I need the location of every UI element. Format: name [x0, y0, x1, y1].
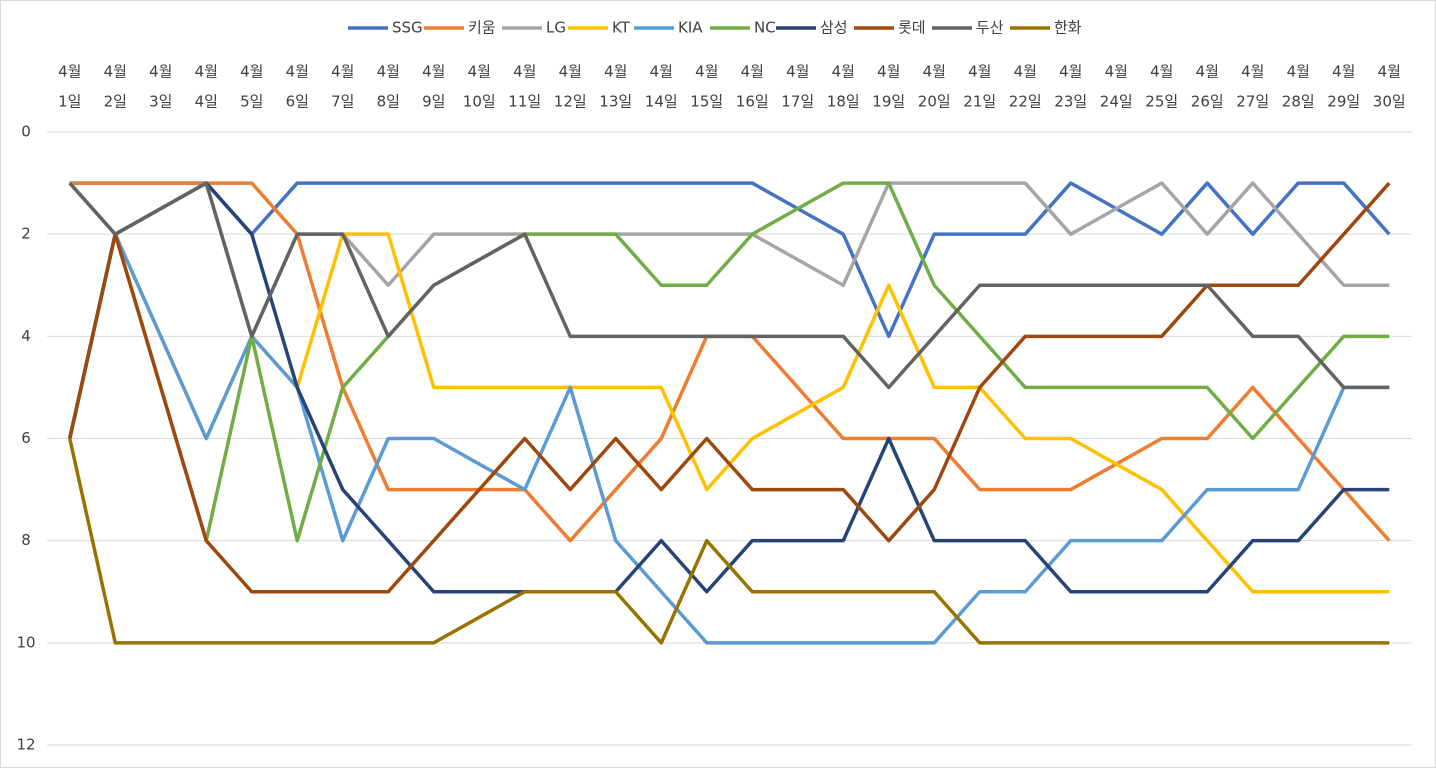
x-tick-label: 22일	[1009, 93, 1042, 111]
x-tick-label: 4월	[1150, 63, 1173, 81]
y-tick-label: 4	[21, 327, 31, 345]
x-tick-label: 4월	[331, 63, 354, 81]
x-tick-label: 4월	[104, 63, 127, 81]
x-tick-label: 23일	[1054, 93, 1087, 111]
series-line	[68, 181, 1391, 594]
x-tick-label: 1일	[58, 93, 81, 111]
x-tick-label: 21일	[963, 93, 996, 111]
series-line	[68, 232, 1390, 645]
y-tick-label: 10	[16, 633, 35, 651]
x-tick-label: 4월	[968, 63, 991, 81]
x-tick-label: 4월	[1332, 63, 1355, 81]
y-tick-label: 6	[21, 429, 31, 447]
legend-label: KT	[612, 19, 631, 37]
x-tick-label: 4일	[195, 93, 218, 111]
x-tick-label: 4월	[1378, 63, 1401, 81]
x-tick-label: 14일	[645, 93, 678, 111]
legend-label: 롯데	[898, 19, 926, 37]
x-tick-label: 4월	[286, 63, 309, 81]
x-tick-label: 20일	[918, 93, 951, 111]
x-tick-label: 6일	[286, 93, 309, 111]
x-tick-label: 7일	[331, 93, 354, 111]
legend-label: NC	[754, 19, 776, 37]
x-tick-label: 12일	[554, 93, 587, 111]
plot-lines	[68, 181, 1391, 645]
legend-label: 삼성	[820, 19, 848, 37]
x-tick-label: 4월	[513, 63, 536, 81]
x-tick-label: 4월	[1196, 63, 1219, 81]
x-tick-label: 4월	[1105, 63, 1128, 81]
legend-label: KIA	[678, 19, 703, 37]
x-tick-label: 4월	[877, 63, 900, 81]
x-tick-label: 3일	[149, 93, 172, 111]
x-tick-label: 9일	[422, 93, 445, 111]
x-tick-label: 28일	[1282, 93, 1315, 111]
x-tick-label: 4월	[195, 63, 218, 81]
x-tick-label: 4월	[422, 63, 445, 81]
x-tick-label: 4월	[1241, 63, 1264, 81]
x-tick-label: 4월	[695, 63, 718, 81]
x-tick-label: 11일	[508, 93, 541, 111]
y-tick-label: 0	[21, 123, 31, 141]
x-tick-label: 4월	[149, 63, 172, 81]
x-tick-label: 4월	[832, 63, 855, 81]
y-tick-label: 12	[16, 736, 35, 754]
x-tick-label: 4월	[240, 63, 263, 81]
series-line	[68, 438, 1390, 645]
x-tick-label: 4월	[786, 63, 809, 81]
x-tick-label: 16일	[736, 93, 769, 111]
series-line	[69, 181, 1391, 339]
x-tick-label: 4월	[1059, 63, 1082, 81]
x-tick-label: 15일	[690, 93, 723, 111]
x-tick-label: 13일	[599, 93, 632, 111]
x-tick-label: 4월	[923, 63, 946, 81]
x-tick-label: 4월	[741, 63, 764, 81]
x-tick-label: 4월	[1287, 63, 1310, 81]
y-tick-label: 2	[21, 225, 31, 243]
x-tick-label: 25일	[1145, 93, 1178, 111]
x-tick-label: 29일	[1327, 93, 1360, 111]
x-tick-label: 17일	[781, 93, 814, 111]
x-tick-label: 5일	[240, 93, 263, 111]
legend-label: 두산	[976, 19, 1004, 37]
y-tick-label: 8	[21, 531, 31, 549]
legend-label: 키움	[468, 19, 496, 37]
x-tick-label: 10일	[463, 93, 496, 111]
x-tick-label: 24일	[1100, 93, 1133, 111]
x-tick-label: 4월	[58, 63, 81, 81]
series-line	[68, 181, 1390, 543]
x-tick-label: 27일	[1236, 93, 1269, 111]
x-tick-label: 4월	[468, 63, 491, 81]
x-tick-label: 4월	[1014, 63, 1037, 81]
x-tick-label: 26일	[1191, 93, 1224, 111]
x-tick-label: 2일	[104, 93, 127, 111]
x-tick-label: 18일	[827, 93, 860, 111]
legend-label: LG	[546, 19, 566, 37]
labels: 0 2 4 6 8 10 12 4월 1일 4월 2일 4월 3일 4월 4일 4월 5일 4월 6일 4월 7일 4월 8…	[16, 19, 1405, 754]
series-line	[68, 181, 1390, 390]
x-tick-label: 4월	[559, 63, 582, 81]
x-tick-label: 4월	[604, 63, 627, 81]
x-tick-label: 19일	[872, 93, 905, 111]
x-tick-label: 4월	[377, 63, 400, 81]
x-tick-label: 4월	[650, 63, 673, 81]
legend-label: SSG	[392, 19, 423, 37]
x-tick-label: 8일	[377, 93, 400, 111]
x-tick-label: 30일	[1373, 93, 1406, 111]
legend-label: 한화	[1054, 19, 1082, 37]
